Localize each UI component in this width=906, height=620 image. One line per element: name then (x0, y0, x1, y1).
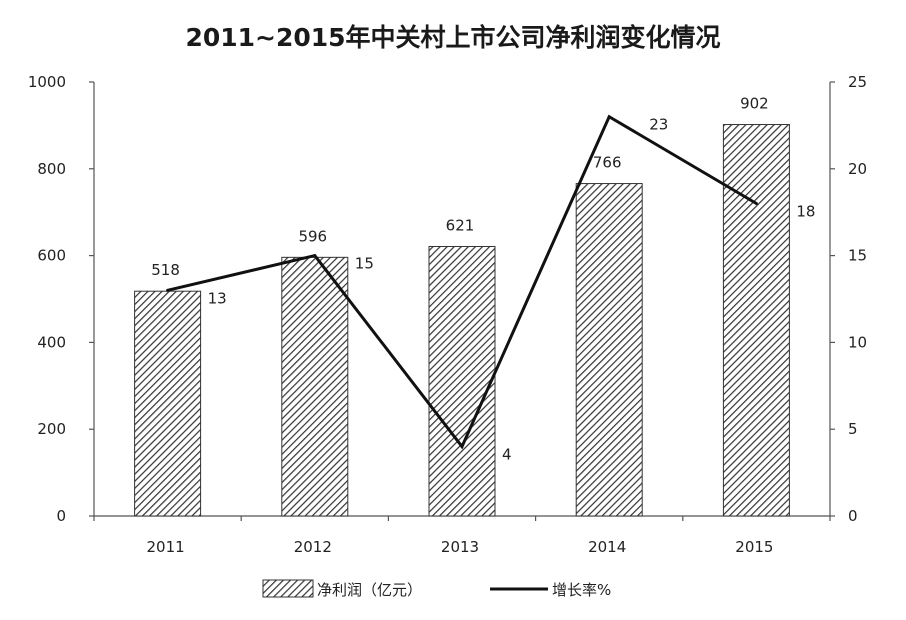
line-label-2011: 13 (208, 289, 227, 307)
left-tick-label: 400 (37, 333, 66, 351)
left-tick-label: 0 (56, 507, 66, 525)
x-tick-label-2013: 2013 (441, 538, 479, 556)
legend: 净利润（亿元） 增长率% (262, 579, 611, 599)
legend-label-bar: 净利润（亿元） (317, 581, 422, 599)
left-tick-label: 1000 (28, 73, 66, 91)
bar-label-2015: 902 (740, 95, 769, 113)
x-axis-ticks: 2011 2012 2013 2014 2015 (93, 516, 831, 556)
bar-label-2012: 596 (298, 227, 327, 245)
legend-label-line: 增长率% (552, 581, 611, 599)
right-tick-label: 25 (848, 73, 867, 91)
line-point-2013 (460, 445, 464, 449)
line-point-2015 (754, 202, 758, 206)
line-label-2012: 15 (355, 255, 374, 273)
left-tick-label: 200 (37, 420, 66, 438)
x-tick-label-2014: 2014 (588, 538, 626, 556)
left-tick-label: 600 (37, 247, 66, 265)
line-point-2014 (607, 115, 611, 119)
bar-2012 (281, 256, 349, 517)
left-axis-ticks: 0 200 400 600 800 1000 (28, 73, 94, 525)
line-label-2014: 23 (649, 116, 668, 134)
bar-data-labels: 518 596 621 766 902 (151, 95, 768, 280)
bar-label-2011: 518 (151, 261, 180, 279)
line-data-labels: 13 15 4 23 18 (208, 116, 816, 464)
right-tick-label: 5 (848, 420, 858, 438)
bar-2014 (575, 183, 643, 517)
line-series (166, 114, 758, 450)
right-axis-ticks: 0 5 10 15 20 25 (830, 73, 867, 525)
x-tick-label-2011: 2011 (147, 538, 185, 556)
bar-label-2013: 621 (446, 216, 475, 234)
line-label-2013: 4 (502, 446, 512, 464)
x-tick-label-2012: 2012 (294, 538, 332, 556)
line-point-2011 (166, 288, 170, 292)
bar-label-2014: 766 (593, 154, 622, 172)
right-tick-label: 20 (848, 160, 867, 178)
right-tick-label: 10 (848, 333, 867, 351)
right-tick-label: 0 (848, 507, 858, 525)
line-label-2015: 18 (796, 203, 815, 221)
x-tick-label-2015: 2015 (735, 538, 773, 556)
line-point-2012 (313, 254, 317, 258)
bar-2015 (722, 124, 790, 517)
bar-series (134, 124, 790, 517)
left-tick-label: 800 (37, 160, 66, 178)
chart-title: 2011~2015年中关村上市公司净利润变化情况 (185, 23, 720, 52)
legend-swatch-bar (262, 579, 314, 598)
bar-2013 (428, 245, 496, 517)
bar-2011 (134, 290, 202, 517)
right-tick-label: 15 (848, 247, 867, 265)
